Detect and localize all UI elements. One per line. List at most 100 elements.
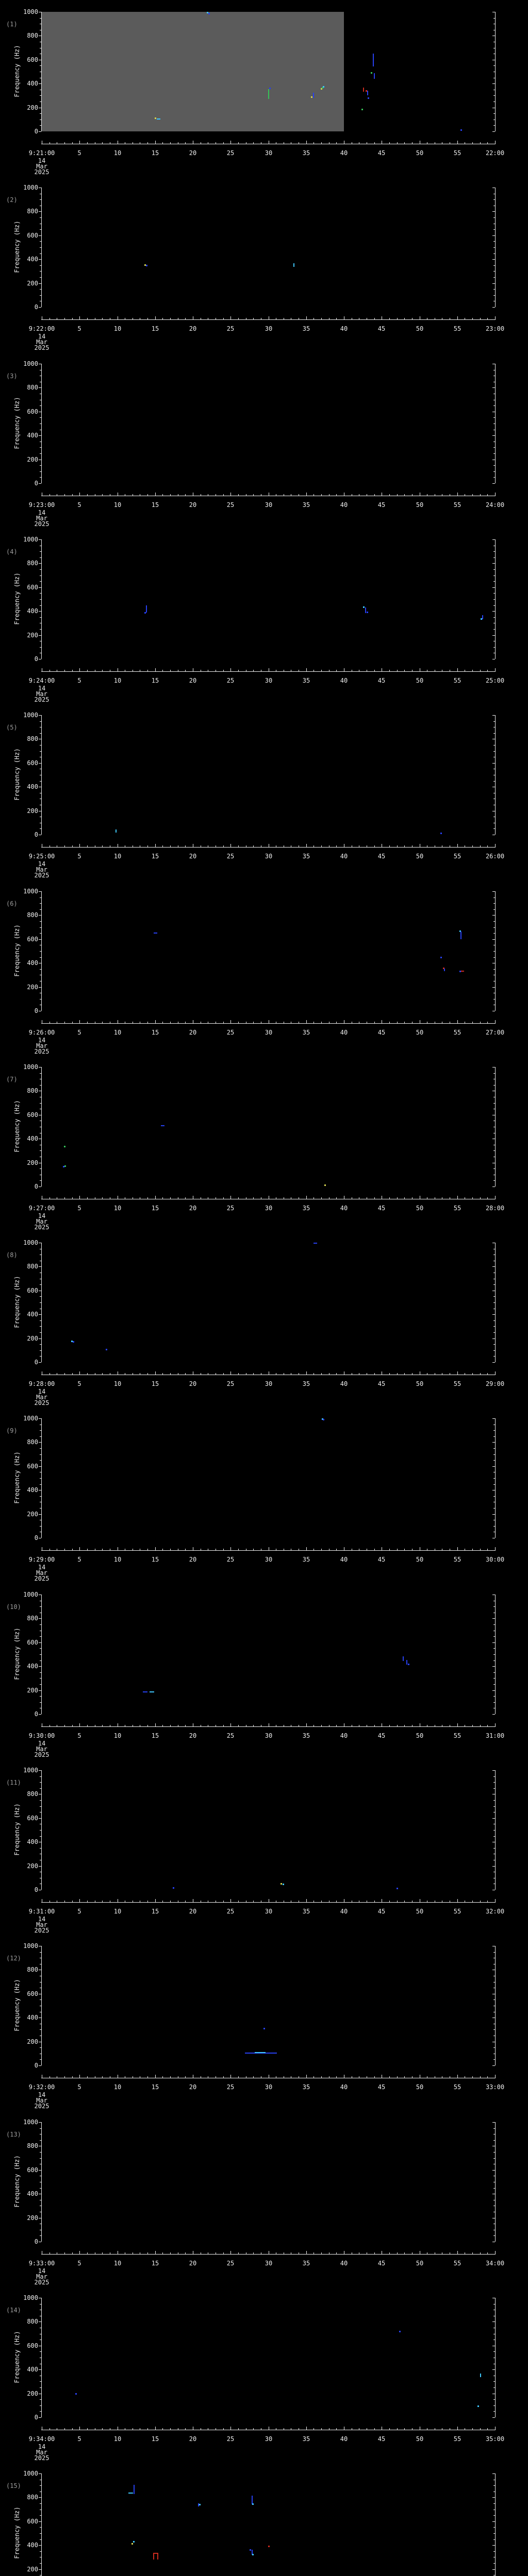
x-minor-tick [64, 1901, 65, 1902]
x-tick-label: 35 [302, 1556, 310, 1563]
y-major-tick [39, 83, 41, 84]
data-point [408, 1664, 409, 1665]
x-major-tick [230, 1020, 231, 1023]
x-tick-label: 10 [113, 501, 122, 509]
x-minor-tick [397, 845, 398, 847]
x-minor-tick [480, 2428, 481, 2430]
x-tick-label: 40 [340, 1908, 348, 1915]
y-major-tick [39, 1266, 41, 1267]
data-trace-vertical [268, 89, 269, 99]
y-major-tick [39, 1514, 41, 1515]
x-tick-label: 10 [113, 677, 122, 684]
x-major-tick [306, 1196, 307, 1199]
y-tick-label: 200 [27, 632, 38, 639]
data-trace-horizontal [314, 1243, 317, 1244]
x-end-time-label: 24:00 [485, 501, 505, 509]
spectrogram-panel: (1) Frequency (Hz) 0 200 400 600 800 1000 9:21:0… [0, 0, 528, 176]
x-minor-tick [102, 318, 103, 319]
x-minor-tick [238, 845, 239, 847]
x-minor-tick [480, 318, 481, 319]
x-tick-label: 45 [377, 1029, 386, 1036]
y-major-tick-right [492, 2170, 495, 2171]
x-minor-tick [72, 2252, 73, 2254]
x-tick-label: 25 [226, 501, 235, 509]
x-major-tick [457, 1371, 458, 1375]
x-major-tick [495, 1020, 496, 1023]
y-tick-label: 800 [27, 32, 38, 39]
x-tick-label: 20 [189, 1205, 197, 1212]
x-tick-label: 50 [416, 2083, 424, 2091]
y-minor-tick-right [493, 599, 495, 600]
y-minor-tick [40, 2059, 41, 2060]
y-minor-tick [40, 2563, 41, 2564]
spectrogram-panel: (3) Frequency (Hz) 0 200 400 600 800 1000 9:23:0… [0, 352, 528, 528]
y-minor-tick [40, 1284, 41, 1285]
x-minor-tick [238, 2252, 239, 2254]
date-line: 14 [38, 1740, 46, 1747]
y-major-tick [39, 611, 41, 612]
date-line: 14 [38, 860, 46, 868]
x-minor-tick [336, 2428, 337, 2430]
x-tick-label: 30 [265, 1732, 273, 1739]
y-major-tick-right [492, 2369, 495, 2370]
x-minor-tick [238, 1197, 239, 1199]
panel-number-label: (13) [6, 2131, 21, 2138]
x-minor-tick [162, 1373, 163, 1375]
x-tick-label: 30 [265, 325, 273, 332]
y-major-tick [39, 1866, 41, 1867]
x-minor-tick [389, 670, 390, 671]
data-point [64, 1165, 66, 1167]
y-tick-label: 1000 [23, 888, 38, 895]
x-tick-label: 50 [416, 853, 424, 860]
x-minor-tick [389, 142, 390, 144]
y-axis-line [41, 1418, 42, 1538]
y-minor-tick-right [493, 1460, 495, 1461]
x-major-tick [495, 1899, 496, 1902]
x-minor-tick [389, 494, 390, 496]
x-tick-label: 25 [226, 677, 235, 684]
y-major-tick-right [492, 611, 495, 612]
x-minor-tick [374, 1549, 375, 1550]
x-minor-tick [147, 1725, 148, 1726]
x-minor-tick [147, 318, 148, 319]
y-minor-tick [40, 447, 41, 448]
x-minor-tick [185, 1901, 186, 1902]
y-minor-tick-right [493, 1624, 495, 1625]
x-minor-tick [404, 1901, 405, 1902]
y-minor-tick [40, 1296, 41, 1297]
y-minor-tick [40, 1073, 41, 1074]
x-major-tick [79, 493, 80, 496]
x-minor-tick [64, 670, 65, 671]
date-line: 2025 [34, 1048, 50, 1055]
x-minor-tick [72, 142, 73, 144]
x-minor-tick [472, 2076, 473, 2078]
x-minor-tick [162, 1197, 163, 1199]
y-minor-tick [40, 751, 41, 752]
x-minor-tick [472, 142, 473, 144]
x-start-time-label: 9:34:00 [28, 2435, 55, 2443]
x-minor-tick [321, 1549, 322, 1550]
data-point [399, 2331, 401, 2332]
x-minor-tick [223, 2428, 224, 2430]
y-major-tick-right [492, 2065, 495, 2066]
x-tick-label: 55 [453, 2435, 461, 2443]
x-minor-tick [374, 1022, 375, 1023]
panel-number-label: (11) [6, 1779, 21, 1786]
x-minor-tick [102, 845, 103, 847]
x-major-tick [230, 2251, 231, 2254]
x-tick-label: 5 [77, 853, 81, 860]
x-tick-label: 55 [453, 1029, 461, 1036]
x-minor-tick [102, 670, 103, 671]
y-minor-tick [40, 1103, 41, 1104]
x-minor-tick [472, 1725, 473, 1726]
y-tick-label: 400 [27, 2366, 38, 2373]
y-minor-tick [40, 2411, 41, 2412]
y-minor-tick-right [493, 2503, 495, 2504]
spectrogram-panel: (9) Frequency (Hz) 0 200 400 600 800 1000 9:29:0… [0, 1406, 528, 1582]
y-minor-tick-right [493, 1952, 495, 1953]
y-minor-tick-right [493, 1788, 495, 1789]
y-tick-label: 600 [27, 56, 38, 63]
x-tick-label: 5 [77, 1029, 81, 1036]
data-point [263, 2028, 265, 2029]
y-major-tick-right [492, 1618, 495, 1619]
